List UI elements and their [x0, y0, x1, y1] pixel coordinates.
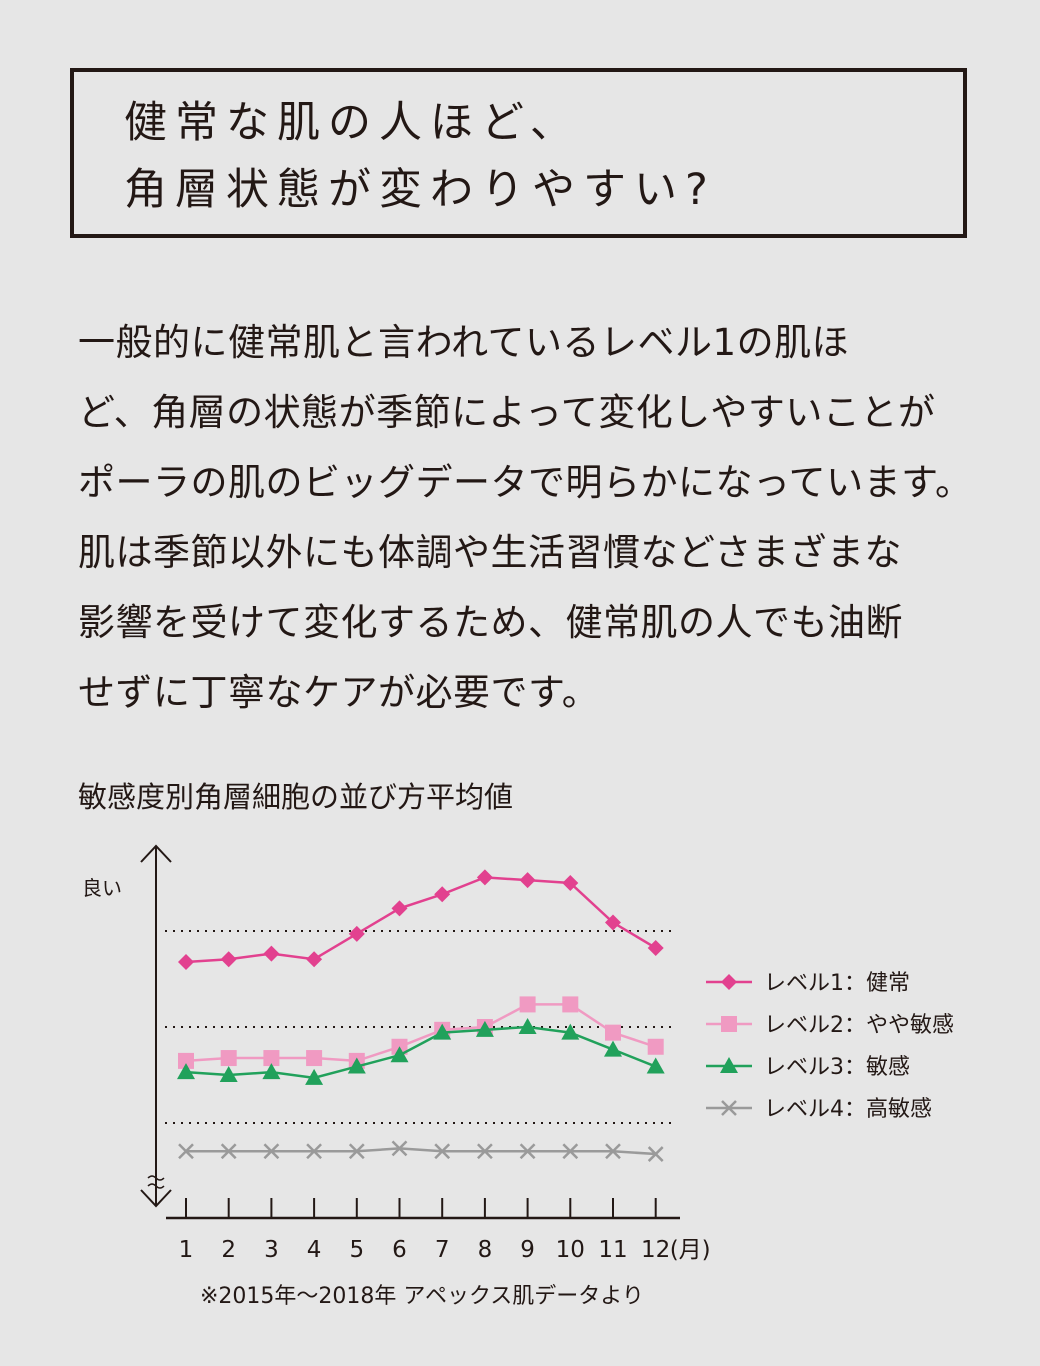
data-point	[434, 886, 451, 903]
x-tick-label: 4	[307, 1237, 322, 1263]
x-tick-label: 2	[221, 1237, 236, 1263]
data-point	[219, 1066, 238, 1082]
data-point	[434, 1143, 451, 1160]
data-point	[391, 1140, 408, 1157]
body-line: せずに丁寧なケアが必要です。	[78, 671, 600, 714]
data-point	[263, 1050, 280, 1067]
data-point	[347, 1057, 366, 1074]
data-point	[518, 1018, 537, 1034]
legend-label: レベル2：やや敏感	[764, 1013, 954, 1038]
y-axis-arrow-down	[140, 1189, 172, 1208]
body-line: ど、角層の状態が季節によって変化しやすいことが	[78, 391, 936, 434]
x-tick-label: 8	[478, 1237, 493, 1263]
body-line: 影響を受けて変化するため、健常肌の人でも油断	[78, 601, 903, 644]
data-point	[390, 1046, 409, 1063]
data-point	[475, 1020, 494, 1037]
body-paragraph: 一般的に健常肌と言われているレベル1の肌ほ ど、角層の状態が季節によって変化しや…	[78, 308, 978, 728]
x-axis-unit: (月)	[670, 1237, 711, 1263]
body-line: ポーラの肌のビッグデータで明らかになっています。	[78, 461, 973, 504]
heading-line-2: 角層状態が変わりやすい?	[124, 165, 716, 215]
x-tick-label: 9	[520, 1237, 535, 1263]
x-tick-label: 12	[641, 1237, 670, 1263]
data-point	[178, 1052, 194, 1069]
axis-break-icon	[147, 1175, 165, 1189]
body-line: 肌は季節以外にも体調や生活習慣などさまざまな	[78, 531, 902, 574]
data-point	[605, 1143, 621, 1160]
legend-marker	[721, 1016, 737, 1032]
series-line	[185, 1025, 657, 1080]
x-tick-label: 7	[435, 1237, 450, 1263]
data-point	[306, 1143, 322, 1160]
series-line	[185, 876, 657, 964]
data-point	[604, 1040, 622, 1057]
data-point	[348, 925, 365, 942]
data-point	[647, 1146, 664, 1162]
data-point	[220, 1050, 237, 1067]
data-point	[178, 1143, 194, 1160]
series-line	[185, 1003, 657, 1063]
data-point	[477, 1143, 493, 1160]
data-point	[263, 1143, 280, 1160]
data-point	[391, 900, 408, 917]
y-axis-arrow-up	[140, 844, 172, 863]
x-tick-label: 10	[556, 1237, 585, 1263]
data-point	[220, 1143, 237, 1160]
heading-box: 健常な肌の人ほど、 角層状態が変わりやすい?	[70, 68, 967, 238]
legend-marker	[720, 1057, 738, 1073]
heading-line-1: 健常な肌の人ほど、	[124, 98, 581, 148]
series-line	[186, 1147, 656, 1156]
data-point	[177, 1063, 195, 1080]
x-tick-label: 1	[179, 1237, 194, 1263]
data-point	[562, 875, 579, 891]
x-tick-label: 11	[598, 1237, 627, 1263]
data-point	[605, 1024, 621, 1041]
data-point	[262, 1063, 281, 1080]
data-point	[306, 951, 323, 968]
data-point	[305, 1068, 324, 1085]
legend-marker	[721, 974, 737, 990]
data-point	[519, 1143, 536, 1160]
data-point	[263, 945, 280, 962]
data-point	[562, 1143, 579, 1160]
data-point	[306, 1050, 323, 1067]
data-point	[646, 1057, 665, 1074]
data-point	[220, 951, 237, 968]
legend-label: レベル3：敏感	[764, 1055, 910, 1080]
data-point	[433, 1023, 452, 1040]
y-axis-label: 良い	[82, 876, 122, 900]
data-point	[647, 1038, 664, 1055]
chart-title: 敏感度別角層細胞の並び方平均値	[78, 780, 514, 814]
data-point	[348, 1143, 365, 1160]
data-point	[519, 996, 536, 1013]
legend-label: レベル1：健常	[764, 971, 910, 996]
x-tick-label: 6	[392, 1237, 407, 1263]
footnote: ※2015年〜2018年 アペックス肌データより	[200, 1284, 644, 1309]
data-point	[476, 869, 493, 886]
data-point	[562, 996, 579, 1013]
data-point	[519, 872, 536, 889]
data-point	[647, 939, 664, 956]
x-tick-label: 5	[349, 1237, 364, 1263]
body-line: 一般的に健常肌と言われているレベル1の肌ほ	[78, 321, 850, 364]
legend-marker	[721, 1100, 737, 1116]
data-point	[561, 1023, 580, 1040]
x-tick-label: 3	[264, 1237, 279, 1263]
data-point	[178, 954, 194, 971]
legend-label: レベル4：高敏感	[764, 1097, 932, 1122]
data-point	[605, 914, 621, 931]
